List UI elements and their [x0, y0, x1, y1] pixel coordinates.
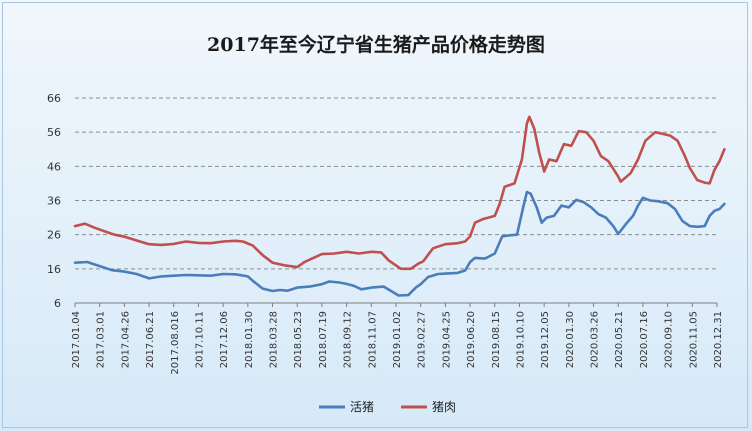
- series-line-0: [73, 190, 726, 297]
- x-tick-label: 2017.04.26: [120, 311, 131, 368]
- x-tick-label: 2017.10.11: [194, 311, 205, 368]
- y-axis-ticks: 6 16 26 36 46 56 66: [47, 92, 61, 310]
- x-tick-label: 2020.03.26: [590, 311, 601, 368]
- x-tick-label: 2017.12.06: [219, 311, 230, 368]
- legend-label: 猪肉: [432, 400, 456, 414]
- x-tick-label: 2019.04.25: [441, 311, 452, 368]
- x-tick-label: 2017.03.01: [96, 311, 107, 368]
- series-lines: [73, 115, 726, 297]
- x-tick-label: 2019.12.05: [540, 311, 551, 368]
- series-line-1: [73, 115, 726, 271]
- grid-lines: [75, 97, 717, 304]
- y-tick-label: 36: [47, 195, 61, 208]
- y-tick-label: 26: [47, 229, 61, 242]
- x-tick-label: 2018.01.30: [244, 311, 255, 368]
- x-tick-label: 2017.08.016: [170, 311, 181, 375]
- x-tick-label: 2020.09.10: [664, 311, 675, 368]
- x-tick-label: 2017.01.04: [71, 311, 82, 368]
- chart-title: 2017年至今辽宁省生猪产品价格走势图: [207, 34, 545, 56]
- x-tick-label: 2019.01.02: [392, 311, 403, 368]
- x-tick-label: 2019.06.20: [466, 311, 477, 368]
- x-tick-label: 2018.05.23: [293, 311, 304, 368]
- x-tick-label: 2018.03.28: [269, 311, 280, 368]
- x-tick-label: 2020.07.16: [639, 311, 650, 368]
- x-tick-label: 2018.09.12: [343, 311, 354, 368]
- y-tick-label: 6: [54, 297, 61, 310]
- legend-label: 活猪: [350, 400, 374, 414]
- x-tick-label: 2018.11.07: [367, 311, 378, 368]
- legend: 活猪 猪肉: [319, 400, 456, 414]
- x-tick-label: 2017.06.21: [145, 311, 156, 368]
- y-tick-label: 46: [47, 160, 61, 173]
- x-tick-label: 2019.02.27: [417, 311, 428, 368]
- y-tick-label: 16: [47, 263, 61, 276]
- x-tick-label: 2018.07.19: [318, 311, 329, 368]
- x-tick-label: 2020.12.31: [713, 311, 724, 368]
- x-tick-label: 2019.08.15: [491, 311, 502, 368]
- y-tick-label: 56: [47, 126, 61, 139]
- x-tick-label: 2020.05.21: [614, 311, 625, 368]
- y-tick-label: 66: [47, 92, 61, 105]
- x-tick-label: 2020.11.05: [688, 311, 699, 368]
- x-tick-label: 2020.01.30: [565, 311, 576, 368]
- x-tick-label: 2019.10.10: [515, 311, 526, 368]
- x-axis-ticks: 2017.01.04 2017.03.01 2017.04.26 2017.06.21…: [71, 303, 724, 375]
